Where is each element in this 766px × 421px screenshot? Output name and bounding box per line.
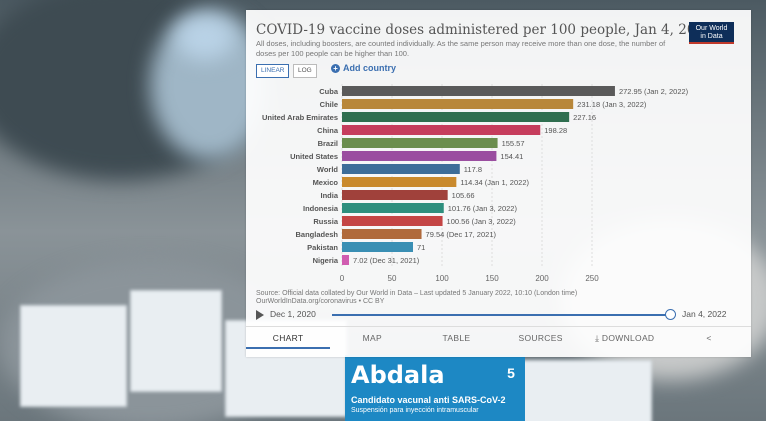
tab-bar: CHART MAP TABLE SOURCES ⤓ DOWNLOAD < xyxy=(246,326,751,349)
vaccine-brand: Abdala xyxy=(351,361,445,389)
category-label[interactable]: United States xyxy=(290,152,338,161)
x-tick-label: 0 xyxy=(340,274,345,283)
vaccine-line2: Suspensión para inyección intramuscular xyxy=(351,407,479,414)
chart-subtitle: All doses, including boosters, are count… xyxy=(256,39,666,58)
value-label: 198.28 xyxy=(544,126,567,135)
chart-title: COVID-19 vaccine doses administered per … xyxy=(256,22,713,38)
bar[interactable] xyxy=(342,242,413,252)
value-label: 79.54 (Dec 17, 2021) xyxy=(426,230,497,239)
bar[interactable] xyxy=(342,112,570,122)
vaccine-box-label: Abdala Candidato vacunal anti SARS-CoV-2… xyxy=(345,355,525,421)
chart-panel: COVID-19 vaccine doses administered per … xyxy=(246,10,751,357)
tab-sources[interactable]: SOURCES xyxy=(518,333,563,343)
category-label[interactable]: India xyxy=(320,191,338,200)
bar[interactable] xyxy=(342,151,497,161)
value-label: 154.41 xyxy=(500,152,523,161)
category-label[interactable]: China xyxy=(317,126,339,135)
source-line2[interactable]: OurWorldInData.org/coronavirus • CC BY xyxy=(256,298,385,305)
category-label[interactable]: World xyxy=(317,165,339,174)
timeline-track[interactable] xyxy=(332,314,670,316)
tab-download-label: DOWNLOAD xyxy=(601,333,655,343)
download-icon: ⤓ xyxy=(595,333,602,343)
value-label: 105.66 xyxy=(452,191,475,200)
logo-line1: Our World xyxy=(695,25,728,32)
x-tick-label: 200 xyxy=(535,274,549,283)
value-label: 114.34 (Jan 1, 2022) xyxy=(460,178,529,187)
tab-map[interactable]: MAP xyxy=(362,333,382,343)
value-label: 231.18 (Jan 3, 2022) xyxy=(577,100,647,109)
log-toggle[interactable]: LOG xyxy=(293,64,317,78)
x-tick-label: 50 xyxy=(388,274,397,283)
timeline-handle[interactable] xyxy=(665,309,676,320)
play-icon[interactable] xyxy=(256,310,264,320)
bar[interactable] xyxy=(342,190,448,200)
x-tick-label: 100 xyxy=(435,274,449,283)
share-button[interactable]: < xyxy=(667,327,751,349)
source-line1: Source: Official data collated by Our Wo… xyxy=(256,290,578,297)
bar[interactable] xyxy=(342,99,574,109)
timeline-start-date: Dec 1, 2020 xyxy=(270,309,316,319)
category-label[interactable]: Nigeria xyxy=(313,256,339,265)
bar[interactable] xyxy=(342,164,460,174)
category-label[interactable]: United Arab Emirates xyxy=(262,113,338,122)
x-tick-label: 150 xyxy=(485,274,499,283)
value-label: 272.95 (Jan 2, 2022) xyxy=(619,87,689,96)
bar[interactable] xyxy=(342,125,541,135)
value-label: 117.8 xyxy=(464,165,482,174)
value-label: 227.16 xyxy=(573,113,596,122)
category-label[interactable]: Bangladesh xyxy=(295,230,338,239)
logo-line2: in Data xyxy=(700,33,723,40)
tab-download[interactable]: ⤓ DOWNLOAD xyxy=(583,327,667,349)
value-label: 101.76 (Jan 3, 2022) xyxy=(448,204,518,213)
category-label[interactable]: Chile xyxy=(320,100,338,109)
owid-logo[interactable]: Our World in Data xyxy=(689,22,734,44)
bar[interactable] xyxy=(342,203,444,213)
linear-toggle[interactable]: LINEAR xyxy=(256,64,290,78)
add-country-label: Add country xyxy=(343,63,396,73)
category-label[interactable]: Mexico xyxy=(313,178,339,187)
share-icon: < xyxy=(706,333,712,343)
bar-chart: Cuba 272.95 (Jan 2, 2022) Chile 231.18 (Jan… xyxy=(262,84,689,283)
bar[interactable] xyxy=(342,255,350,265)
x-tick-label: 250 xyxy=(585,274,599,283)
category-label[interactable]: Indonesia xyxy=(303,204,339,213)
bar[interactable] xyxy=(342,86,615,96)
bar[interactable] xyxy=(342,177,457,187)
bar[interactable] xyxy=(342,229,422,239)
category-label[interactable]: Pakistan xyxy=(307,243,338,252)
vaccine-badge: 5 xyxy=(500,362,522,384)
bar[interactable] xyxy=(342,216,443,226)
tab-chart[interactable]: CHART xyxy=(246,327,331,349)
vaccine-line1: Candidato vacunal anti SARS-CoV-2 xyxy=(351,395,506,405)
value-label: 155.57 xyxy=(502,139,525,148)
timeline-end-date: Jan 4, 2022 xyxy=(682,309,727,319)
value-label: 7.02 (Dec 31, 2021) xyxy=(353,256,420,265)
value-label: 100.56 (Jan 3, 2022) xyxy=(447,217,517,226)
tab-table[interactable]: TABLE xyxy=(442,333,471,343)
source-note: Source: Official data collated by Our Wo… xyxy=(256,290,716,306)
plus-icon: + xyxy=(331,64,340,74)
value-label: 71 xyxy=(417,243,425,252)
category-label[interactable]: Russia xyxy=(313,217,338,226)
category-label[interactable]: Cuba xyxy=(319,87,339,96)
category-label[interactable]: Brazil xyxy=(318,139,338,148)
bar[interactable] xyxy=(342,138,498,148)
add-country-button[interactable]: + Add country xyxy=(331,63,396,74)
